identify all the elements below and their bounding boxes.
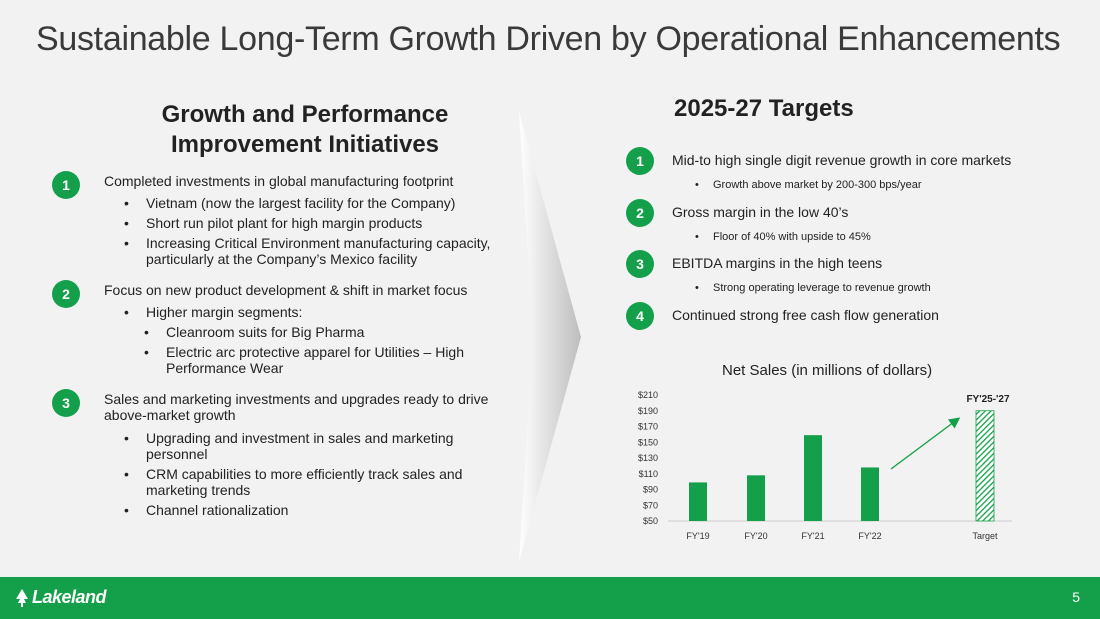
y-tick-label: $90: [643, 485, 658, 495]
left-heading: Growth and Performance Improvement Initi…: [150, 100, 460, 160]
bar-fy21: [804, 435, 822, 521]
x-tick-label: FY'22: [858, 531, 881, 541]
initiative-text: Completed investments in global manufact…: [104, 173, 454, 189]
bar-target: [975, 410, 995, 522]
number-badge: 3: [52, 389, 80, 417]
bar-fy22: [861, 467, 879, 521]
bullet-item: Channel rationalization: [124, 502, 474, 518]
tree-icon: [16, 588, 28, 607]
y-tick-label: $130: [638, 453, 658, 463]
logo-text: Lakeland: [32, 587, 107, 607]
number-badge: 4: [626, 302, 654, 330]
y-tick-label: $190: [638, 406, 658, 416]
x-tick-label: FY'19: [686, 531, 709, 541]
targets-heading: 2025-27 Targets: [674, 95, 854, 122]
target-sub: Growth above market by 200-300 bps/year: [695, 179, 921, 192]
target-period-label: FY'25-'27: [966, 394, 1010, 405]
target-sub: Strong operating leverage to revenue gro…: [695, 282, 931, 295]
y-tick-label: $110: [639, 469, 658, 479]
chart-title: Net Sales (in millions of dollars): [722, 362, 933, 379]
bar-fy20: [747, 475, 765, 521]
target-text: EBITDA margins in the high teens: [672, 255, 883, 271]
left-heading-line2: Improvement Initiatives: [170, 131, 440, 158]
net-sales-chart: $50 $70 $90 $110 $130 $150 $170 $190 $210 FY'19 F…: [638, 390, 1012, 541]
bullet-item: Cleanroom suits for Big Pharma: [144, 324, 494, 340]
bullet-item: Short run pilot plant for high margin pr…: [124, 215, 494, 231]
bullet-item: Higher margin segments:: [124, 304, 494, 320]
initiative-bullets: Vietnam (now the largest facility for th…: [124, 195, 494, 271]
initiative-bullets: Upgrading and investment in sales and ma…: [124, 430, 474, 522]
footer-bar: Lakeland 5: [0, 577, 1100, 619]
left-heading-line1: Growth and Performance: [161, 101, 449, 128]
y-tick-label: $50: [643, 516, 658, 526]
x-tick-label: Target: [972, 531, 998, 541]
bullet-item: Upgrading and investment in sales and ma…: [124, 430, 474, 462]
target-text: Mid-to high single digit revenue growth …: [672, 152, 1012, 168]
bullet-item: Vietnam (now the largest facility for th…: [124, 195, 494, 211]
y-tick-label: $210: [638, 390, 658, 400]
target-text: Continued strong free cash flow generati…: [672, 307, 939, 323]
bullet-item: CRM capabilities to more efficiently tra…: [124, 466, 474, 498]
y-tick-label: $170: [638, 422, 658, 432]
number-badge: 2: [52, 280, 80, 308]
number-badge: 2: [626, 199, 654, 227]
bullet-item: Electric arc protective apparel for Util…: [144, 344, 494, 376]
trend-arrow: [890, 417, 961, 470]
initiative-bullets: Higher margin segments: Cleanroom suits …: [124, 304, 494, 380]
target-text: Gross margin in the low 40’s: [672, 204, 849, 220]
initiative-text: Sales and marketing investments and upgr…: [104, 391, 489, 423]
number-badge: 1: [52, 171, 80, 199]
lakeland-logo: Lakeland: [16, 587, 107, 608]
target-sub: Floor of 40% with upside to 45%: [695, 231, 871, 244]
initiative-text: Focus on new product development & shift…: [104, 282, 468, 298]
x-tick-label: FY'21: [801, 531, 824, 541]
y-tick-label: $150: [638, 437, 658, 447]
slide-title: Sustainable Long-Term Growth Driven by O…: [36, 20, 1061, 58]
number-badge: 3: [626, 250, 654, 278]
number-badge: 1: [626, 147, 654, 175]
y-tick-label: $70: [643, 500, 658, 510]
chevron-divider: [519, 112, 581, 562]
bullet-item: Increasing Critical Environment manufact…: [124, 235, 494, 267]
x-tick-label: FY'20: [744, 531, 767, 541]
page-number: 5: [1072, 589, 1080, 605]
bar-fy19: [689, 482, 707, 521]
